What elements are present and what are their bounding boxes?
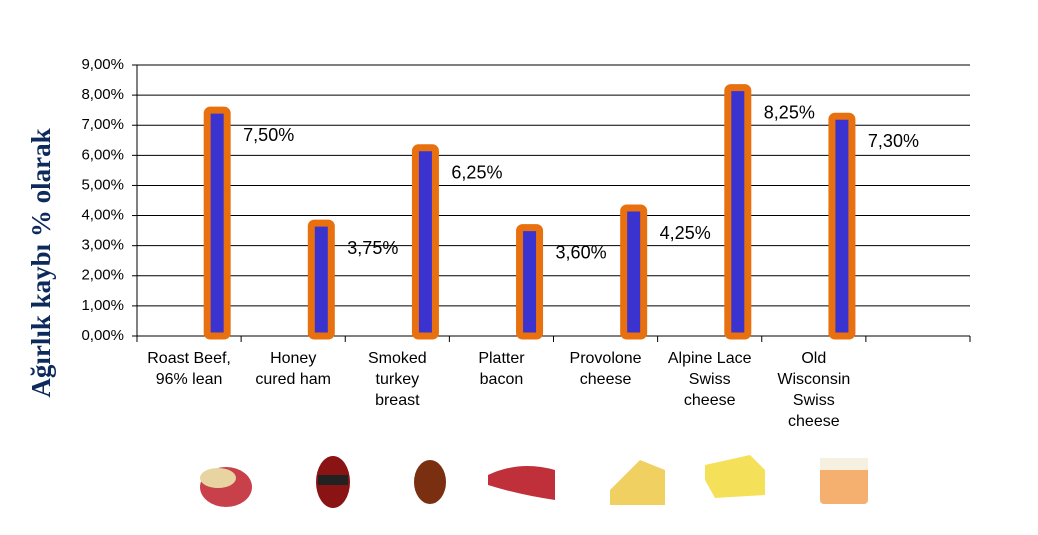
value-label: 7,30% — [868, 131, 919, 151]
x-tick-label: Provolone cheese — [569, 350, 642, 388]
x-tick-label: Roast Beef, 96% lean — [147, 350, 231, 388]
value-label: 3,75% — [347, 238, 398, 258]
x-tick-label: Old Wisconsin Swiss cheese — [777, 350, 851, 430]
y-tick-label: 2,00% — [81, 267, 124, 284]
x-tick-label: Alpine Lace Swiss cheese — [667, 350, 752, 409]
bar — [411, 144, 439, 340]
y-tick-label: 8,00% — [81, 86, 124, 103]
bar — [828, 112, 856, 340]
y-tick-label: 0,00% — [81, 327, 124, 344]
bar — [516, 224, 544, 340]
y-tick-label: 3,00% — [81, 237, 124, 254]
value-label: 7,50% — [243, 125, 294, 145]
y-tick-label: 9,00% — [81, 56, 124, 73]
value-label: 4,25% — [660, 223, 711, 243]
bar — [307, 219, 335, 340]
y-axis-title: Ağırlık kaybı % olarak — [26, 128, 56, 397]
y-tick-label: 1,00% — [81, 297, 124, 314]
y-tick-label: 5,00% — [81, 176, 124, 193]
y-tick-label: 4,00% — [81, 207, 124, 224]
bar — [620, 204, 648, 340]
value-label: 8,25% — [764, 102, 815, 122]
x-tick-label: Honey cured ham — [255, 350, 331, 388]
x-tick-label: Platter bacon — [478, 350, 525, 388]
bar — [203, 106, 231, 340]
bar — [724, 84, 752, 340]
value-label: 6,25% — [451, 163, 502, 183]
food-images — [200, 455, 868, 508]
x-tick-label: Smoked turkey breast — [367, 350, 427, 409]
y-tick-label: 6,00% — [81, 146, 124, 163]
value-label: 3,60% — [556, 242, 607, 262]
y-tick-label: 7,00% — [81, 116, 124, 133]
